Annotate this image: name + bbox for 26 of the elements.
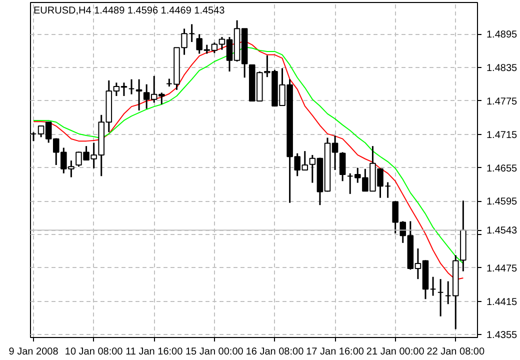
y-tick-label: 1.4595 bbox=[486, 196, 518, 208]
candlestick bbox=[136, 78, 142, 112]
ref-line-label: 1.4543 bbox=[486, 226, 518, 237]
candlestick bbox=[430, 276, 436, 297]
candlestick bbox=[346, 172, 354, 195]
y-tick-label: 1.4895 bbox=[486, 30, 518, 41]
x-tick-label: 9 Jan 2008 bbox=[8, 346, 59, 358]
y-tick-label: 1.4715 bbox=[486, 130, 518, 141]
candlestick bbox=[339, 151, 346, 182]
y-tick-label: 1.4415 bbox=[486, 296, 518, 308]
y-tick-label: 1.4655 bbox=[486, 163, 518, 174]
x-tick-label: 16 Jan 08:00 bbox=[246, 346, 304, 358]
candlestick bbox=[128, 78, 135, 96]
y-tick-label: 1.4475 bbox=[486, 263, 518, 274]
y-tick-label: 1.4355 bbox=[486, 330, 518, 342]
y-tick-label: 1.4835 bbox=[486, 63, 518, 74]
x-tick-label: 10 Jan 08:00 bbox=[64, 346, 124, 358]
x-tick-label: 15 Jan 00:00 bbox=[186, 346, 244, 358]
chart-title: EURUSD,H4 1.4489 1.4596 1.4469 1.4543 bbox=[34, 6, 226, 16]
y-tick-label: 1.4775 bbox=[486, 96, 518, 108]
x-tick-label: 22 Jan 08:00 bbox=[426, 346, 485, 358]
x-tick-label: 11 Jan 16:00 bbox=[126, 346, 184, 358]
candlestick bbox=[437, 278, 444, 318]
x-tick-label: 21 Jan 00:00 bbox=[366, 346, 425, 358]
candlestick bbox=[444, 280, 452, 305]
x-tick-label: 17 Jan 16:00 bbox=[306, 346, 364, 358]
